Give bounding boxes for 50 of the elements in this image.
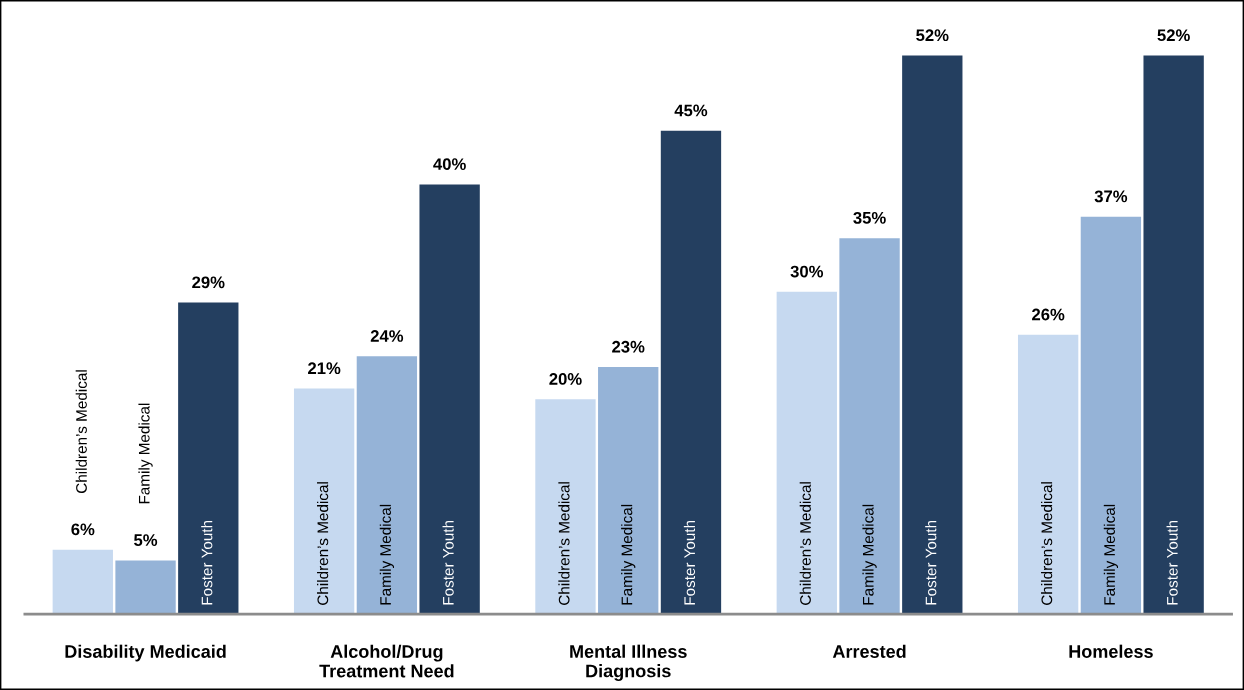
x-tick-label: Disability Medicaid bbox=[65, 644, 226, 662]
data-label: 20% bbox=[549, 373, 582, 385]
data-label: 29% bbox=[192, 276, 225, 289]
x-tick-label: Alcohol/Drug Treatment Need bbox=[319, 644, 454, 678]
data-label: 52% bbox=[1157, 29, 1190, 42]
text: Family Medical bbox=[138, 403, 153, 504]
data-label: 5% bbox=[134, 534, 158, 546]
bar bbox=[1080, 216, 1142, 615]
data-label: 35% bbox=[853, 211, 886, 224]
data-label: 52% bbox=[916, 29, 949, 42]
text: Family Medical bbox=[1103, 504, 1119, 605]
bar bbox=[535, 399, 596, 615]
data-label: 21% bbox=[308, 362, 341, 375]
x-tick-label: Arrested bbox=[832, 644, 906, 658]
bar bbox=[52, 549, 113, 615]
text: Foster Youth bbox=[925, 520, 937, 605]
data-label: 30% bbox=[790, 265, 824, 278]
bar bbox=[356, 356, 418, 615]
series-label: Children’s Medical bbox=[317, 482, 329, 605]
text: Children’s Medical bbox=[558, 482, 570, 605]
bar bbox=[115, 560, 176, 615]
text: Children’s Medical bbox=[799, 482, 811, 605]
text: Children’s Medical bbox=[1041, 482, 1053, 605]
data-label: 26% bbox=[1032, 308, 1065, 321]
text: Family Medical bbox=[862, 504, 877, 605]
data-label: 45% bbox=[674, 104, 708, 117]
bar bbox=[1017, 334, 1079, 615]
text: Foster Youth bbox=[683, 520, 696, 605]
bar bbox=[598, 367, 659, 615]
data-label: 37% bbox=[1094, 190, 1128, 203]
text: Foster Youth bbox=[1166, 520, 1178, 605]
data-label: 23% bbox=[612, 340, 645, 353]
bar bbox=[419, 184, 480, 615]
bar bbox=[178, 302, 239, 615]
data-label: 24% bbox=[370, 330, 404, 342]
bar bbox=[839, 238, 900, 615]
series-label: Family Medical bbox=[379, 504, 394, 605]
text: Children’s Medical bbox=[75, 370, 87, 494]
x-tick-label: Mental Illness Diagnosis bbox=[570, 644, 687, 682]
bar bbox=[660, 130, 722, 615]
data-label: 40% bbox=[433, 158, 466, 171]
data-label: 6% bbox=[71, 523, 95, 536]
series-label: Foster Youth bbox=[201, 520, 213, 605]
text: Foster Youth bbox=[442, 520, 454, 605]
text: Family Medical bbox=[621, 504, 636, 605]
bar bbox=[902, 55, 963, 615]
bar bbox=[1143, 55, 1204, 615]
bar bbox=[293, 388, 355, 615]
x-tick-label: Homeless bbox=[1069, 644, 1153, 658]
bar bbox=[776, 291, 837, 615]
